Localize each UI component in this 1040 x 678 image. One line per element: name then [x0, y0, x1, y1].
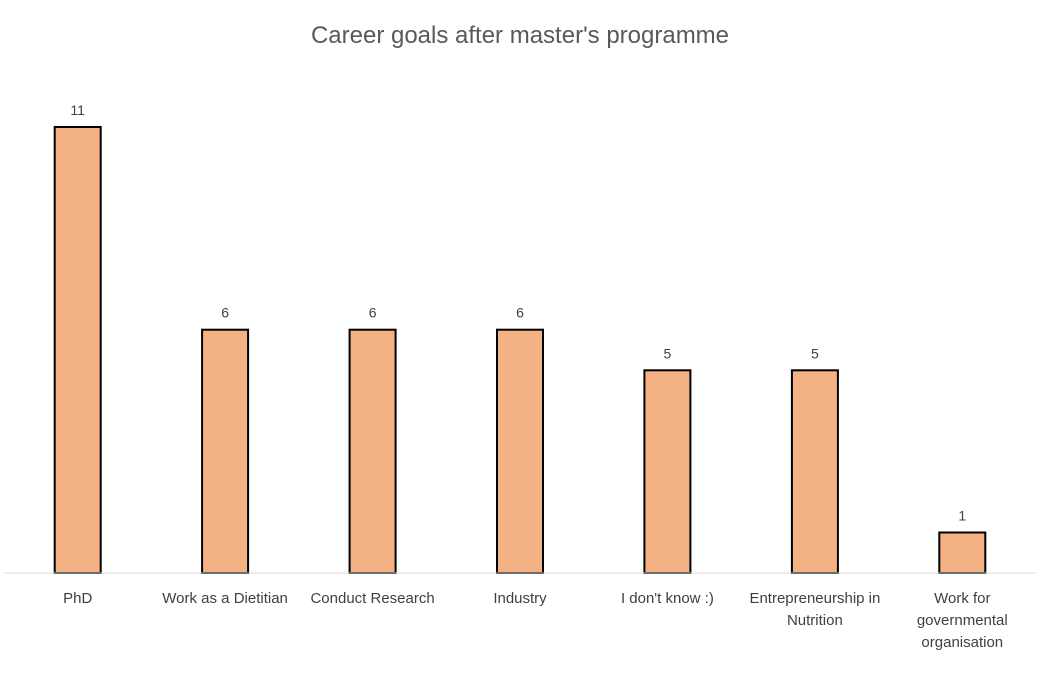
data-label-3: 6 — [516, 305, 524, 321]
x-tick-label-3: Industry — [493, 590, 547, 607]
x-tick-label-4: I don't know :) — [621, 590, 714, 607]
x-tick-label-line: organisation — [921, 634, 1003, 651]
bar-5 — [790, 369, 839, 574]
data-labels-group: 11 6 6 6 5 5 1 — [70, 102, 966, 524]
x-tick-label-line: Work for — [934, 590, 990, 607]
x-tick-label-1: Work as a Dietitian — [162, 590, 288, 607]
x-tick-label-line: Industry — [493, 590, 547, 607]
data-label-4: 5 — [664, 345, 672, 361]
x-tick-label-line: I don't know :) — [621, 590, 714, 607]
x-tick-label-line: Conduct Research — [310, 590, 434, 607]
data-label-6: 1 — [958, 508, 966, 524]
bar-6 — [938, 531, 987, 574]
data-label-1: 6 — [221, 305, 229, 321]
bar-4 — [643, 369, 692, 574]
data-label-0: 11 — [70, 102, 85, 118]
x-tick-label-line: Nutrition — [787, 612, 843, 629]
data-label-2: 6 — [369, 305, 377, 321]
x-tick-label-0: PhD — [63, 590, 92, 607]
x-tick-label-line: Entrepreneurship in — [749, 590, 880, 607]
x-tick-label-6: Work for governmental organisation — [917, 590, 1008, 651]
x-tick-label-line: PhD — [63, 590, 92, 607]
bar-2 — [348, 328, 397, 575]
x-tick-label-line: governmental — [917, 612, 1008, 629]
bars-group — [53, 126, 987, 575]
x-tick-label-2: Conduct Research — [310, 590, 434, 607]
x-tick-label-line: Work as a Dietitian — [162, 590, 288, 607]
x-tick-labels-group: PhD Work as a Dietitian Conduct Research In… — [63, 590, 1008, 651]
bar-1 — [201, 328, 250, 575]
x-tick-label-5: Entrepreneurship in Nutrition — [749, 590, 880, 629]
bar-0 — [53, 126, 102, 574]
data-label-5: 5 — [811, 345, 819, 361]
chart-title: Career goals after master's programme — [311, 22, 729, 49]
bar-3 — [496, 328, 544, 575]
